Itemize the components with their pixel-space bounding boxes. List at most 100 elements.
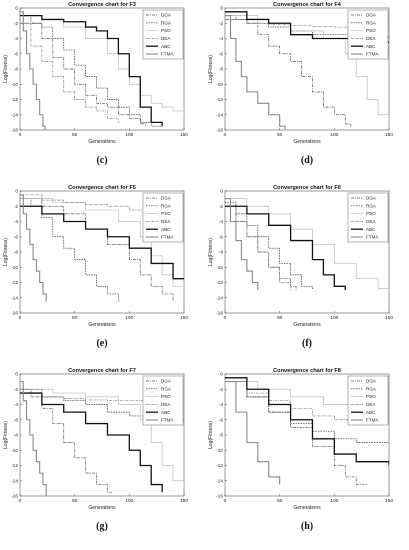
y-tick-label: 0 — [220, 189, 223, 195]
legend-label: FTMA — [366, 235, 379, 240]
y-axis-label: Log(Fitness) — [208, 238, 214, 266]
chart-panel-4: Convergence chart for F7 0 50 100 150 0 -2 -4 -6… — [0, 366, 204, 549]
legend-box — [142, 375, 184, 426]
y-tick-label: -2 — [14, 204, 19, 210]
series-line-rga — [20, 15, 163, 127]
legend-label: PSO — [161, 28, 171, 33]
x-tick-label: 50 — [72, 498, 78, 504]
x-tick-label: 100 — [125, 315, 133, 321]
y-tick-label: -8 — [219, 67, 224, 73]
series-line-dga — [225, 15, 352, 127]
y-tick-label: -14 — [11, 112, 18, 118]
legend-label: DGA — [366, 379, 377, 384]
x-tick-label: 150 — [385, 498, 393, 504]
legend-label: ABC — [161, 410, 171, 415]
legend-box — [142, 9, 184, 60]
series-line-rga — [20, 198, 119, 302]
figure-caption: (d) — [300, 155, 314, 166]
y-tick-label: -2 — [219, 204, 224, 210]
series-line-dea — [225, 205, 291, 291]
chart-title: Convergence chart for F4 — [273, 2, 342, 8]
chart-panel-1: Convergence chart for F4 0 50 100 150 0 -2 -4 -6… — [205, 0, 409, 183]
y-tick-label: -14 — [216, 478, 223, 484]
legend-box — [142, 192, 184, 243]
legend-label: RGA — [161, 386, 172, 391]
series-line-rga — [225, 202, 313, 291]
x-tick-label: 50 — [72, 132, 78, 138]
legend-label: DEA — [366, 36, 376, 41]
series-line-abc — [20, 14, 163, 127]
chart-svg: Convergence chart for F5 0 50 100 150 0 -2 -4 -6… — [3, 185, 188, 328]
legend-box — [347, 192, 389, 243]
y-axis-label: Log(Fitness) — [3, 55, 9, 83]
y-axis-label: Log(Fitness) — [3, 421, 9, 449]
legend-box — [347, 375, 389, 426]
x-tick-label: 100 — [125, 498, 133, 504]
y-tick-label: -2 — [219, 21, 224, 27]
chart-title: Convergence chart for F6 — [273, 185, 341, 191]
y-tick-label: -6 — [14, 234, 19, 240]
legend-label: PSO — [366, 28, 376, 33]
legend-label: RGA — [161, 203, 172, 208]
x-axis-label: Generations — [88, 322, 116, 328]
x-tick-label: 50 — [72, 315, 78, 321]
x-tick-label: 150 — [180, 498, 188, 504]
legend-label: ABC — [161, 44, 171, 49]
y-tick-label: -16 — [11, 311, 18, 317]
legend-label: PSO — [366, 211, 376, 216]
series-line-rga — [225, 381, 389, 443]
series-line-abc — [20, 392, 163, 493]
y-tick-label: -10 — [216, 448, 223, 454]
chart-title: Convergence chart for F7 — [68, 368, 136, 374]
legend-label: DGA — [161, 196, 172, 201]
chart-svg: Convergence chart for F6 0 50 100 150 0 -2 -4 -6… — [208, 185, 393, 328]
x-axis-label: Generations — [88, 505, 116, 511]
legend-label: DEA — [366, 402, 376, 407]
legend-label: DGA — [366, 13, 377, 18]
x-tick-label: 0 — [224, 498, 227, 504]
y-tick-label: -6 — [14, 417, 19, 423]
series-line-ftma — [225, 198, 259, 291]
chart-title: Convergence chart for F5 — [68, 185, 136, 191]
y-tick-label: -8 — [14, 433, 19, 439]
y-tick-label: -8 — [14, 67, 19, 73]
legend-label: DGA — [161, 13, 172, 18]
y-tick-label: -4 — [219, 219, 224, 225]
legend-label: DGA — [161, 379, 172, 384]
y-tick-label: -12 — [11, 97, 18, 103]
series-line-dea — [20, 22, 119, 123]
legend-label: RGA — [366, 203, 377, 208]
y-axis-label: Log(Fitness) — [208, 421, 214, 449]
figure-caption: (f) — [302, 338, 312, 349]
series-line-dga — [20, 198, 174, 302]
chart-svg: Convergence chart for F8 0 50 100 150 0 -2 -4 -6… — [208, 368, 393, 511]
y-tick-label: -6 — [14, 51, 19, 57]
figure-caption: (c) — [96, 155, 108, 166]
y-tick-label: -12 — [216, 280, 223, 286]
legend-label: FTMA — [161, 52, 174, 57]
x-tick-label: 150 — [180, 315, 188, 321]
series-line-ftma — [20, 381, 47, 496]
y-tick-label: -12 — [11, 280, 18, 286]
y-tick-label: -10 — [216, 82, 223, 88]
legend-label: FTMA — [366, 418, 379, 423]
chart-svg: Convergence chart for F7 0 50 100 150 0 -2 -4 -6… — [3, 368, 188, 511]
y-tick-label: -12 — [11, 463, 18, 469]
series-line-abc — [20, 205, 184, 280]
x-tick-label: 0 — [19, 132, 22, 138]
y-tick-label: -4 — [14, 219, 19, 225]
y-tick-label: -8 — [219, 433, 224, 439]
figure-caption: (e) — [96, 338, 108, 349]
series-line-abc — [225, 205, 346, 291]
series-line-dea — [225, 19, 389, 28]
chart-panel-3: Convergence chart for F6 0 50 100 150 0 -2 -4 -6… — [205, 183, 409, 366]
legend-label: FTMA — [366, 52, 379, 57]
legend-label: PSO — [161, 211, 171, 216]
y-tick-label: -16 — [216, 128, 223, 134]
y-tick-label: -4 — [14, 36, 19, 42]
legend-label: PSO — [161, 394, 171, 399]
y-tick-label: -16 — [216, 494, 223, 500]
x-tick-label: 150 — [385, 315, 393, 321]
x-tick-label: 100 — [330, 498, 338, 504]
x-axis-label: Generations — [293, 505, 321, 511]
